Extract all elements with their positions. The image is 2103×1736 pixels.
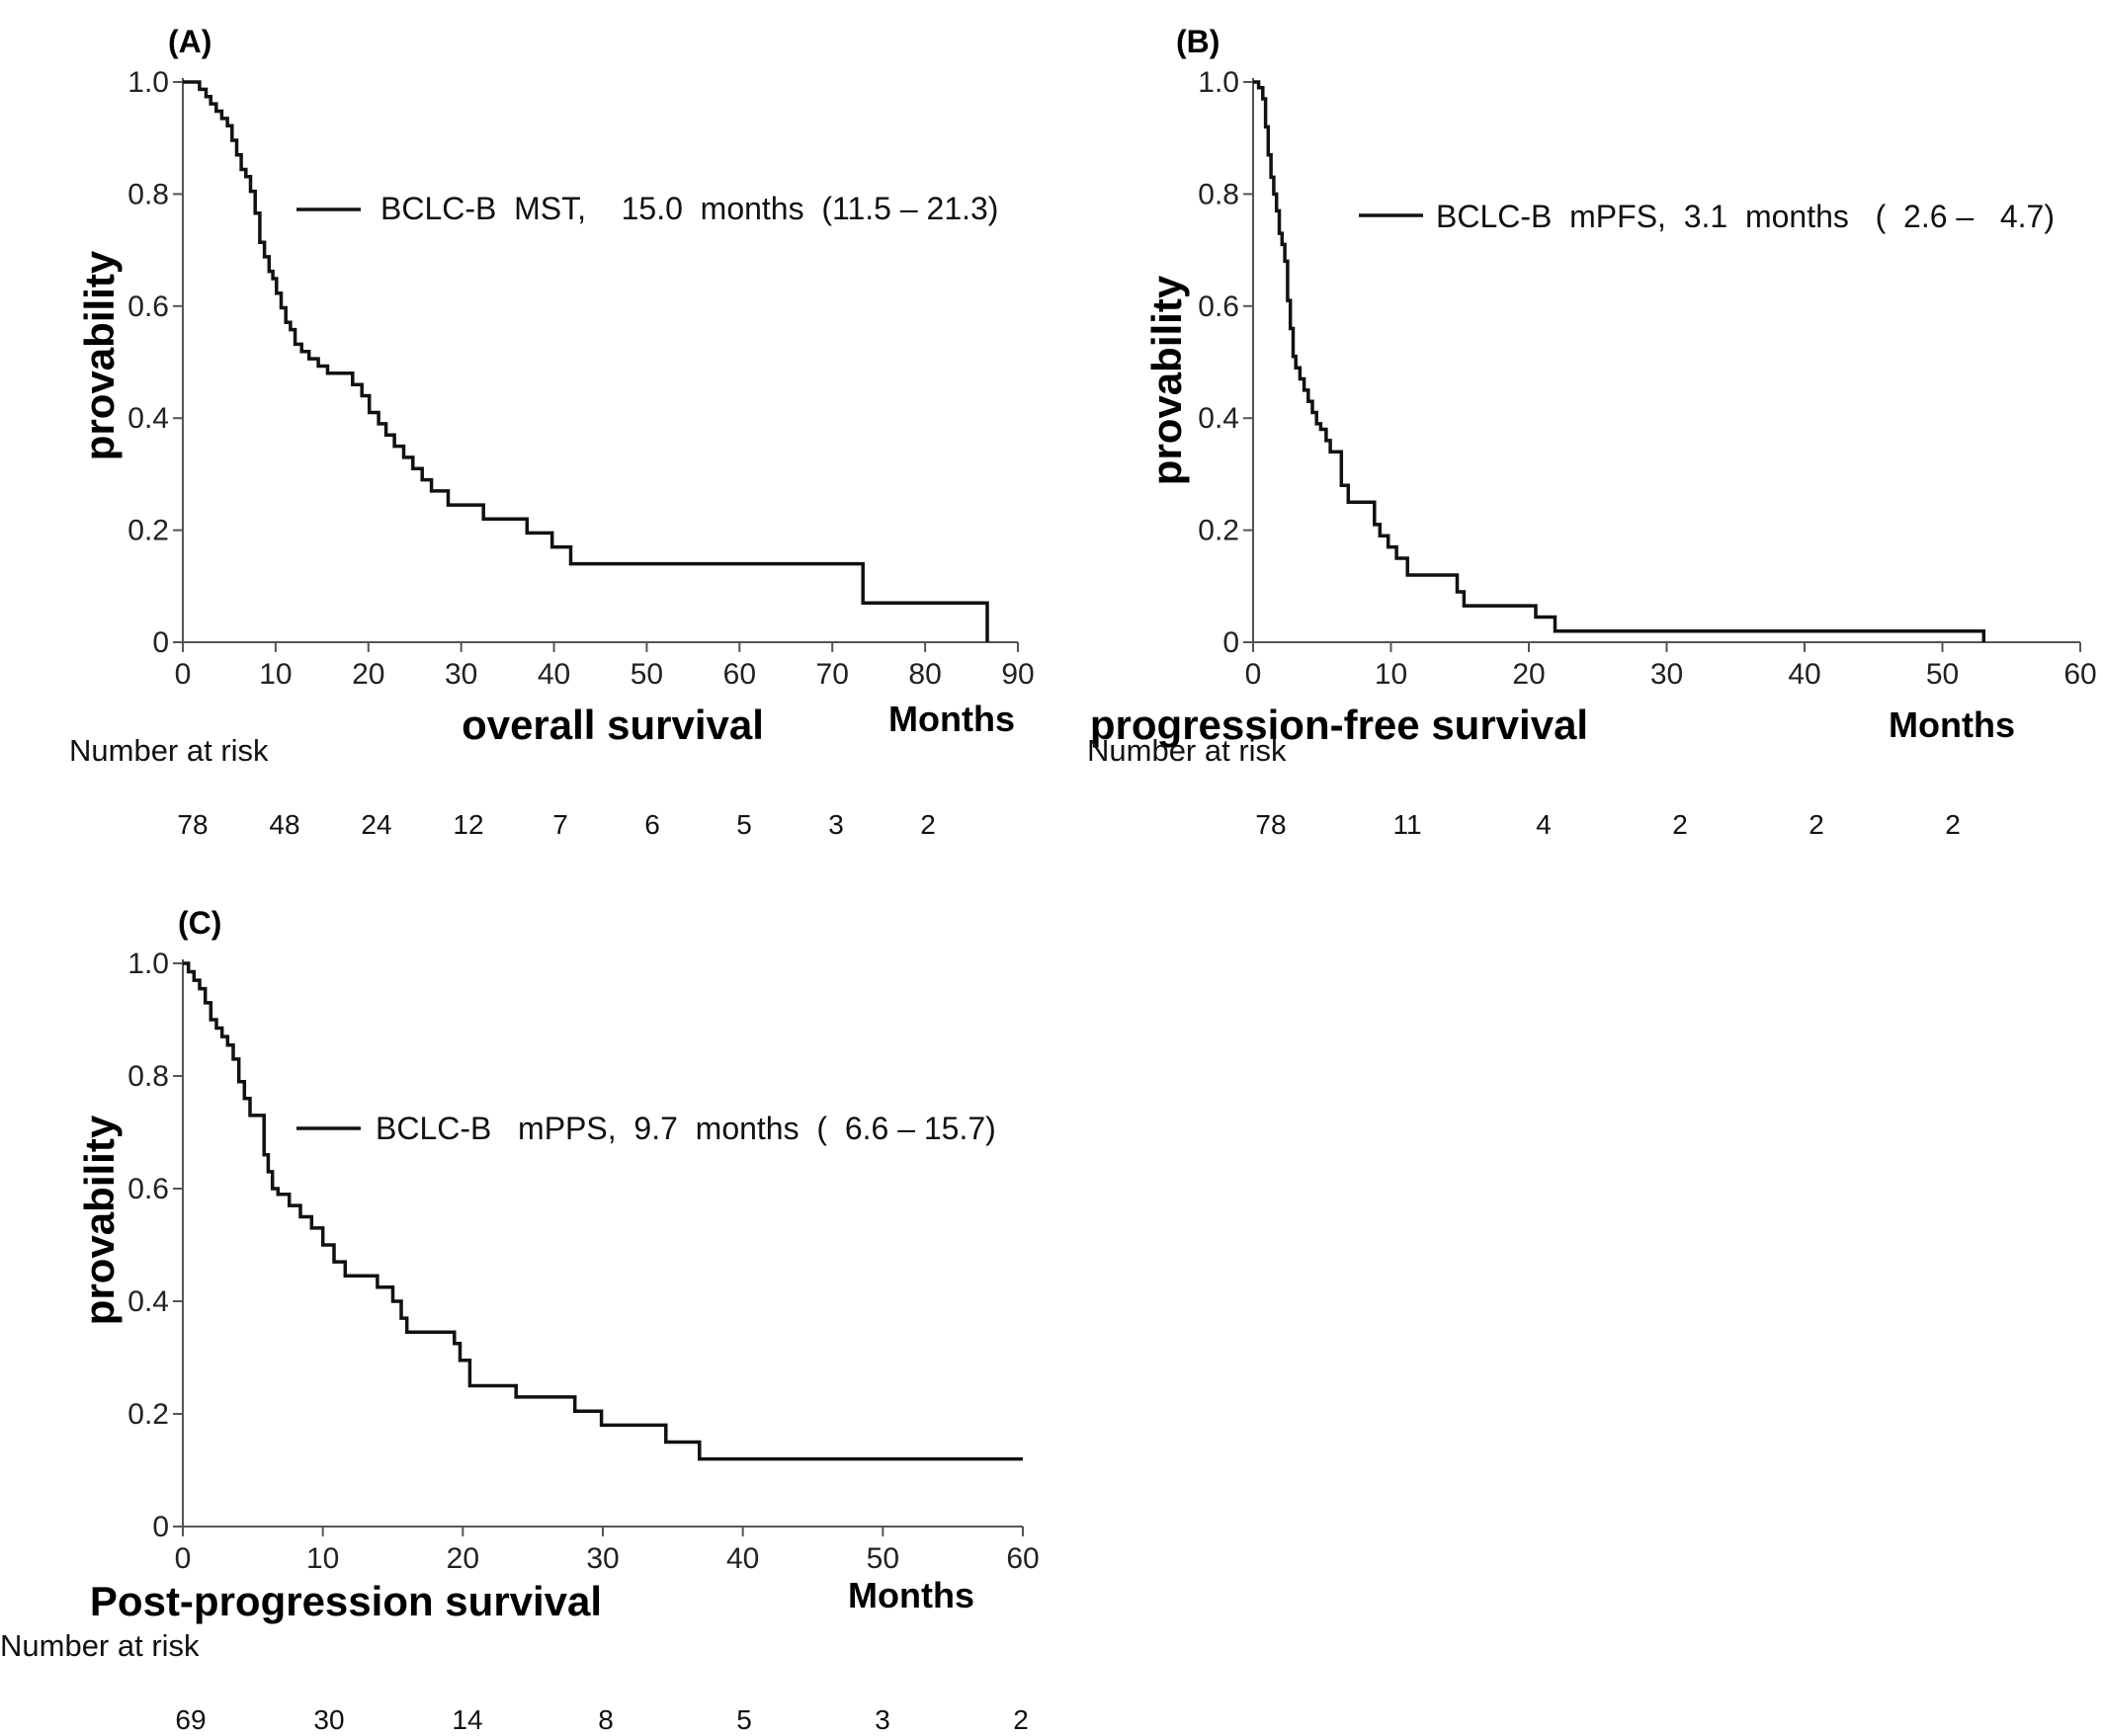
x-tick-label: 50 (631, 658, 663, 691)
y-tick-label: 0 (152, 1511, 169, 1543)
risk-value: 5 (736, 809, 752, 840)
panel-label: (A) (168, 24, 211, 59)
x-axis-label: Post-progression survival (90, 1578, 602, 1624)
risk-value: 78 (177, 809, 208, 840)
y-tick-label: 0.2 (127, 515, 169, 547)
x-tick-label: 0 (175, 1542, 192, 1575)
x-axis-unit: Months (1889, 704, 2015, 745)
x-tick-label: 90 (1001, 658, 1034, 691)
y-tick-label: 0 (152, 626, 169, 659)
risk-value: 24 (361, 809, 391, 840)
panel-label: (C) (178, 905, 221, 941)
y-tick-label: 0.8 (127, 1060, 169, 1093)
x-tick-label: 20 (352, 658, 384, 691)
risk-value: 2 (1809, 809, 1824, 840)
y-tick-label: 0.4 (127, 402, 169, 435)
x-axis-unit: Months (888, 699, 1015, 739)
risk-value: 11 (1392, 809, 1421, 840)
risk-value: 3 (828, 809, 844, 840)
y-axis-label: provability (1143, 275, 1190, 485)
risk-value: 3 (875, 1704, 890, 1731)
y-tick-label: 1.0 (1198, 66, 1239, 99)
legend-label: BCLC-B mPPS, 9.7 months ( 6.6 – 15.7) (376, 1111, 996, 1146)
x-tick-label: 10 (259, 658, 292, 691)
panel-3: (C) 0 0.2 0.4 0.6 0.8 1.0 0 10 20 30 40 50 60 provabil… (0, 905, 1040, 1735)
x-tick-label: 50 (1926, 658, 1959, 691)
risk-value: 2 (1013, 1704, 1029, 1731)
x-tick-label: 10 (1375, 658, 1407, 691)
x-tick-label: 80 (908, 658, 941, 691)
y-tick-label: 1.0 (127, 66, 169, 99)
y-tick-label: 0.8 (127, 178, 169, 210)
panel-1: (A) 0 0.2 0.4 0.6 0.8 1.0 0 10 20 30 40 50 60 70 80 90 pr… (69, 24, 1035, 840)
x-tick-label: 30 (586, 1542, 619, 1575)
risk-table-title: Number at risk (0, 1628, 200, 1663)
risk-value: 14 (452, 1704, 482, 1731)
risk-value: 4 (1536, 809, 1552, 840)
x-tick-label: 40 (726, 1542, 759, 1575)
risk-value: 2 (920, 809, 936, 840)
x-tick-label: 0 (1245, 658, 1262, 691)
x-axis-label: overall survival (462, 702, 764, 748)
y-tick-label: 0.6 (127, 1173, 169, 1205)
risk-value: 2 (1945, 809, 1961, 840)
x-tick-label: 0 (175, 658, 192, 691)
x-axis-unit: Months (848, 1575, 974, 1615)
risk-value: 69 (175, 1704, 206, 1731)
legend-label: BCLC-B mPFS, 3.1 months ( 2.6 – 4.7) (1436, 199, 2055, 234)
y-tick-label: 0.4 (1198, 402, 1239, 435)
y-tick-label: 0.2 (127, 1398, 169, 1431)
x-tick-label: 70 (816, 658, 849, 691)
x-axis-label: progression-free survival (1090, 702, 1588, 748)
y-tick-label: 0.4 (127, 1285, 169, 1318)
survival-curve (183, 961, 1023, 1461)
x-tick-label: 60 (2063, 658, 2096, 691)
risk-value: 30 (313, 1704, 344, 1731)
risk-table-title: Number at risk (69, 733, 269, 768)
y-tick-label: 0.8 (1198, 178, 1239, 210)
y-tick-label: 0.2 (1198, 515, 1239, 547)
risk-value: 6 (644, 809, 660, 840)
x-tick-label: 30 (1650, 658, 1683, 691)
x-tick-label: 10 (306, 1542, 339, 1575)
y-tick-label: 1.0 (127, 948, 169, 980)
x-tick-label: 20 (447, 1542, 479, 1575)
x-tick-label: 40 (1788, 658, 1820, 691)
y-axis-label: provability (76, 1115, 123, 1325)
x-tick-label: 60 (723, 658, 756, 691)
x-tick-label: 20 (1512, 658, 1545, 691)
y-tick-label: 0.6 (1198, 290, 1239, 323)
x-tick-label: 50 (867, 1542, 899, 1575)
x-tick-label: 40 (538, 658, 570, 691)
y-tick-label: 0 (1222, 626, 1239, 659)
risk-value: 2 (1672, 809, 1688, 840)
survival-curve (1253, 80, 1986, 642)
x-tick-label: 30 (445, 658, 477, 691)
risk-value: 48 (269, 809, 299, 840)
x-tick-label: 60 (1006, 1542, 1039, 1575)
survival-curve (183, 80, 989, 642)
y-tick-label: 0.6 (127, 290, 169, 323)
panel-label: (B) (1176, 24, 1220, 59)
risk-value: 78 (1255, 809, 1286, 840)
risk-value: 7 (552, 809, 568, 840)
risk-value: 5 (736, 1704, 752, 1731)
risk-value: 12 (453, 809, 483, 840)
risk-value: 8 (598, 1704, 614, 1731)
panel-2: (B) 0 0.2 0.4 0.6 0.8 1.0 0 10 20 30 40 50 60 provabil… (1087, 24, 2097, 840)
y-axis-label: provability (76, 250, 123, 460)
legend-label: BCLC-B MST, 15.0 months (11.5 – 21.3) (380, 191, 998, 226)
risk-table-title: Number at risk (1087, 733, 1287, 768)
